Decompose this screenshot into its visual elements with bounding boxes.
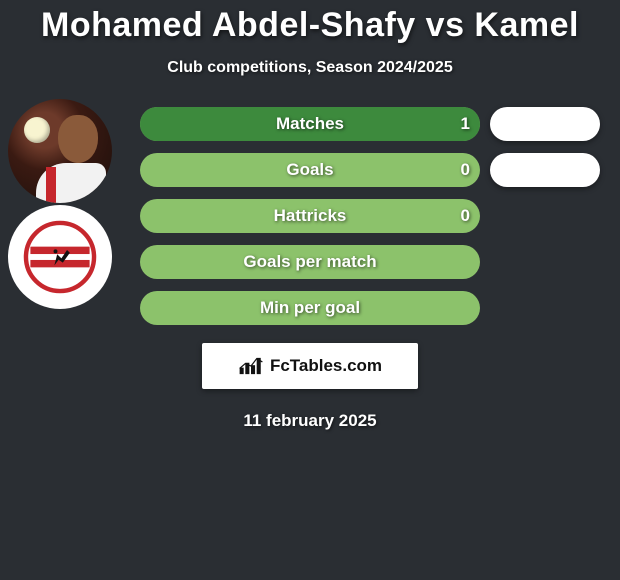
stat-label: Hattricks — [140, 199, 480, 233]
page-title: Mohamed Abdel-Shafy vs Kamel — [0, 0, 620, 45]
bar-chart-icon — [238, 356, 264, 376]
subtitle: Club competitions, Season 2024/2025 — [0, 59, 620, 77]
stat-row: Goals per match — [140, 245, 480, 279]
date-text: 11 february 2025 — [0, 411, 620, 431]
zamalek-crest-icon — [23, 220, 97, 294]
stat-row: 0Hattricks — [140, 199, 480, 233]
stat-label: Matches — [140, 107, 480, 141]
stat-pill-player2 — [490, 153, 600, 187]
player1-avatar — [8, 99, 112, 203]
comparison-chart: 1Matches 0Goals 0Hattricks Goals per match M… — [0, 107, 620, 325]
fctables-watermark: FcTables.com — [202, 343, 418, 389]
stat-label: Min per goal — [140, 291, 480, 325]
player2-club-logo — [8, 205, 112, 309]
stat-pill-player2 — [490, 107, 600, 141]
fctables-label: FcTables.com — [270, 356, 382, 376]
stat-row: Min per goal — [140, 291, 480, 325]
stat-label: Goals per match — [140, 245, 480, 279]
stat-row: 0Goals — [140, 153, 480, 187]
stat-row: 1Matches — [140, 107, 480, 141]
stat-label: Goals — [140, 153, 480, 187]
